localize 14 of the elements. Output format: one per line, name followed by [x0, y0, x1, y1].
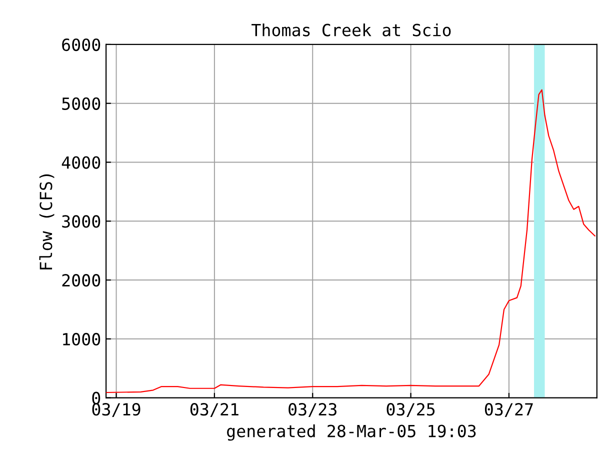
x-tick-label: 03/23: [288, 403, 336, 417]
y-tick-label: 3000: [62, 215, 100, 228]
y-tick-label: 1000: [63, 332, 100, 346]
y-axis-title: Flow (CFS): [39, 174, 54, 270]
x-tick-label: 03/21: [190, 403, 238, 417]
y-tick-label: 6000: [62, 38, 100, 52]
chart-title: Thomas Creek at Scio: [252, 23, 451, 36]
y-tick-label: 4000: [62, 156, 100, 169]
x-axis-title: generated 28-Mar-05 19:03: [227, 424, 476, 441]
x-tick-label: 03/25: [386, 403, 435, 417]
y-tick-label: 5000: [62, 97, 100, 110]
x-tick-label: 03/27: [484, 403, 533, 417]
y-tick-label: 2000: [62, 274, 100, 287]
x-tick-label: 03/19: [92, 403, 140, 417]
